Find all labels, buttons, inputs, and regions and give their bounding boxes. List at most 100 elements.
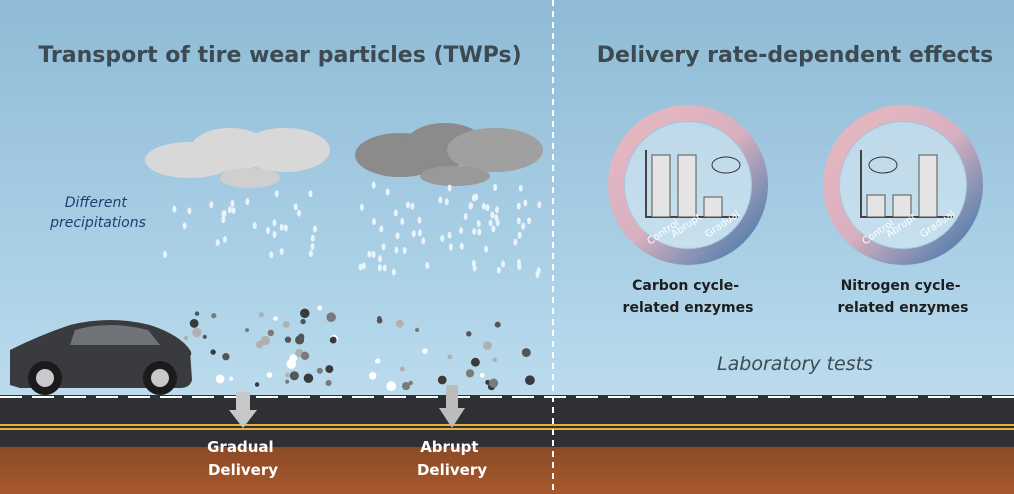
label-line: Delivery <box>417 461 487 479</box>
particle <box>422 348 428 354</box>
raindrop <box>252 222 257 230</box>
raindrop <box>518 184 523 192</box>
raindrop <box>410 202 415 210</box>
raindrop <box>395 232 400 240</box>
particle <box>325 379 332 387</box>
raindrop <box>513 238 518 246</box>
raindrop <box>308 190 313 198</box>
raindrop <box>488 219 493 227</box>
particle <box>489 378 499 388</box>
label-line: Carbon cycle- <box>632 278 739 294</box>
particle <box>260 335 270 346</box>
raindrop <box>371 251 376 259</box>
raindrop <box>516 259 521 267</box>
car <box>10 320 192 395</box>
raindrop <box>493 183 498 191</box>
particle <box>368 372 377 380</box>
particle <box>222 353 230 361</box>
particle <box>183 335 189 341</box>
particle <box>289 371 299 381</box>
raindrop <box>385 188 390 196</box>
raindrop <box>516 217 521 225</box>
raindrop <box>417 229 422 237</box>
particle <box>229 376 234 381</box>
raindrop <box>371 218 376 226</box>
particle <box>258 312 264 318</box>
raindrop <box>425 261 430 269</box>
raindrop <box>448 243 453 251</box>
raindrop <box>187 207 192 215</box>
raindrop <box>308 250 313 258</box>
particle <box>285 372 290 378</box>
particle <box>401 381 411 391</box>
raindrop <box>361 262 366 270</box>
particles <box>181 305 535 392</box>
light-cloud <box>145 128 330 188</box>
particle <box>194 311 200 316</box>
raindrop <box>477 228 482 236</box>
label-line: related enzymes <box>623 300 754 316</box>
raindrop <box>521 222 526 230</box>
raindrop <box>417 216 422 224</box>
particle <box>284 336 292 343</box>
particle <box>483 341 492 350</box>
arrows <box>229 385 465 428</box>
label-line: Nitrogen cycle- <box>841 278 961 294</box>
raindrop <box>377 255 382 263</box>
particle <box>210 349 216 355</box>
particle <box>395 319 404 328</box>
raindrop <box>222 236 227 244</box>
raindrop <box>405 201 410 209</box>
raindrop <box>371 181 376 189</box>
particle <box>485 379 491 385</box>
raindrop <box>310 243 315 251</box>
road <box>0 395 1014 447</box>
particle <box>521 348 531 358</box>
raindrop <box>172 205 177 213</box>
raindrop <box>391 268 396 276</box>
raindrop <box>215 239 220 247</box>
raindrop <box>472 227 477 235</box>
particle <box>300 318 306 325</box>
raindrop <box>279 223 284 231</box>
raindrop <box>485 204 490 212</box>
particle <box>326 312 336 322</box>
raindrop <box>230 200 235 208</box>
raindrop <box>312 225 317 233</box>
label-line: precipitations <box>49 215 146 231</box>
raindrop <box>496 266 501 274</box>
raindrop <box>411 230 416 238</box>
raindrop <box>440 234 445 242</box>
raindrop <box>402 246 407 254</box>
raindrop <box>471 259 476 267</box>
raindrop <box>379 225 384 233</box>
particle <box>386 381 397 392</box>
raindrop <box>367 250 372 258</box>
particle <box>245 328 250 333</box>
raindrop <box>535 270 540 278</box>
raindrop <box>266 226 271 234</box>
raindrop <box>245 198 250 206</box>
dark-cloud <box>355 123 543 186</box>
particle <box>215 374 225 384</box>
particle <box>211 313 217 319</box>
particle <box>494 321 501 328</box>
raindrop <box>484 245 489 253</box>
raindrop <box>359 203 364 211</box>
particle <box>375 358 381 364</box>
label-line: Abrupt <box>420 438 478 456</box>
raindrop <box>274 190 279 198</box>
raindrop <box>182 222 187 230</box>
raindrop <box>438 196 443 204</box>
raindrop <box>209 201 214 209</box>
particle <box>282 321 290 328</box>
raindrop <box>495 206 500 214</box>
particle <box>492 357 498 363</box>
raindrop <box>517 231 522 239</box>
raindrop <box>358 263 363 271</box>
nitrogen-cycle-diagram <box>823 105 983 265</box>
raindrop <box>421 237 426 245</box>
clouds <box>145 123 543 188</box>
